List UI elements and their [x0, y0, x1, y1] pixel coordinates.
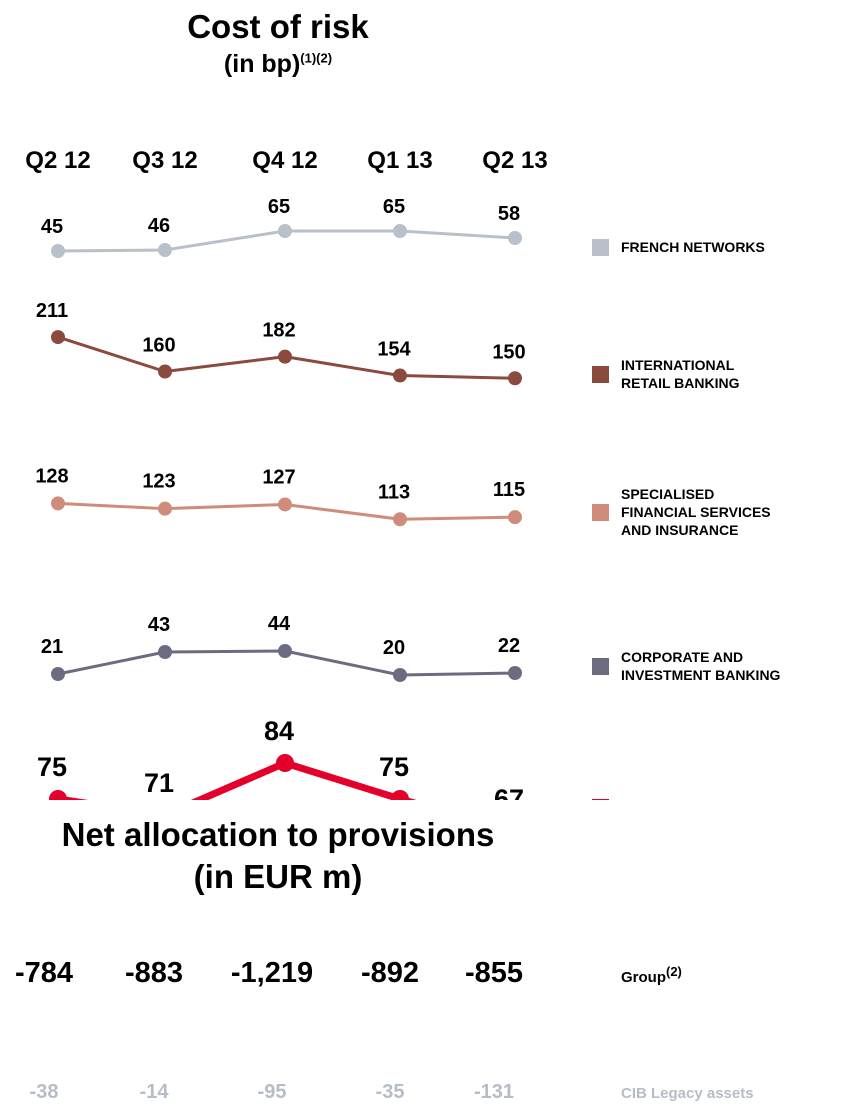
category-label: Q1 13: [367, 147, 432, 174]
legend-label: SPECIALISED FINANCIAL SERVICES AND INSURAN…: [621, 486, 771, 538]
data-label: 113: [378, 481, 410, 503]
data-point: [278, 349, 292, 364]
data-label: 65: [268, 196, 290, 218]
data-label: 65: [383, 196, 405, 218]
data-point: [51, 330, 65, 345]
data-label: 75: [379, 752, 409, 782]
data-point: [51, 496, 65, 511]
group-provision-value: -784: [14, 957, 74, 989]
group-provision-value: -855: [464, 957, 524, 989]
cib-legacy-value: -38: [29, 1081, 59, 1103]
data-label: 150: [492, 341, 525, 363]
category-label: Q2 13: [482, 147, 547, 174]
legend-swatch: [592, 366, 609, 383]
data-point: [276, 754, 294, 772]
data-label: 71: [144, 768, 174, 798]
subtitle-footnote: (1)(2): [300, 50, 333, 66]
data-point: [51, 244, 65, 258]
data-point: [278, 644, 292, 658]
group-row-label: Group(2): [621, 964, 682, 986]
data-label: 128: [35, 465, 68, 487]
group-provision-value: -1,219: [230, 957, 314, 989]
legend-label: GROUP: [621, 799, 672, 800]
legend-swatch: [592, 239, 609, 256]
category-label: Q4 12: [252, 147, 317, 174]
data-label: 58: [498, 203, 520, 225]
chart-subtitle: (in bp)(1)(2): [0, 50, 556, 79]
data-point: [278, 224, 292, 238]
data-point: [158, 364, 172, 379]
data-label: 84: [264, 716, 294, 746]
legend-label: INTERNATIONAL RETAIL BANKING: [621, 357, 740, 391]
data-point: [51, 667, 65, 681]
data-point: [158, 501, 172, 516]
data-label: 154: [377, 339, 411, 361]
legend-swatch: [592, 504, 609, 521]
data-label: 44: [268, 613, 291, 635]
provisions-title: Net allocation to provisions: [61, 816, 495, 853]
data-point: [393, 224, 407, 238]
data-point: [393, 368, 407, 383]
cost-of-risk-chart: Q2 12 Q3 12 Q4 12 Q1 13 Q2 13 45 46 65 65 58 FRENC…: [25, 147, 781, 800]
data-label: 21: [41, 636, 63, 658]
legend-swatch: [592, 658, 609, 675]
data-point: [393, 668, 407, 682]
data-label: 43: [148, 614, 170, 636]
cib-legacy-value: -95: [257, 1081, 287, 1103]
data-label: 123: [142, 471, 175, 493]
data-label: 115: [493, 479, 525, 501]
data-label: 20: [383, 637, 405, 659]
legend-label: CORPORATE AND INVESTMENT BANKING: [621, 649, 781, 683]
cib-legacy-value: -35: [375, 1081, 405, 1103]
data-point: [158, 243, 172, 257]
chart-title: Cost of risk: [187, 8, 369, 45]
data-label: 45: [41, 216, 63, 238]
data-label: 75: [37, 752, 67, 782]
data-label: 182: [262, 320, 295, 342]
data-label: 127: [262, 466, 295, 488]
data-point: [508, 666, 522, 680]
legend-swatch: [592, 799, 609, 800]
cib-row-label: CIB Legacy assets: [621, 1085, 754, 1102]
data-label: 211: [36, 300, 68, 322]
data-point: [49, 790, 67, 800]
data-point: [393, 512, 407, 527]
data-point: [158, 645, 172, 659]
data-label: 22: [498, 635, 520, 657]
data-point: [508, 231, 522, 245]
data-point: [508, 510, 522, 525]
cib-legacy-value: -14: [139, 1081, 169, 1103]
data-point: [508, 371, 522, 386]
legend-label: FRENCH NETWORKS: [621, 239, 765, 255]
cib-legacy-value: -131: [473, 1081, 515, 1103]
data-label: 46: [148, 215, 170, 237]
data-label: 160: [142, 335, 175, 357]
category-label: Q3 12: [132, 147, 197, 174]
data-point: [278, 497, 292, 512]
group-provision-value: -892: [360, 957, 420, 989]
category-label: Q2 12: [25, 147, 90, 174]
data-label: 67: [494, 784, 524, 800]
subtitle-text: (in bp): [223, 50, 301, 78]
provisions-subtitle: (in EUR m): [193, 858, 363, 895]
group-provision-value: -883: [124, 957, 184, 989]
data-point: [391, 790, 409, 800]
